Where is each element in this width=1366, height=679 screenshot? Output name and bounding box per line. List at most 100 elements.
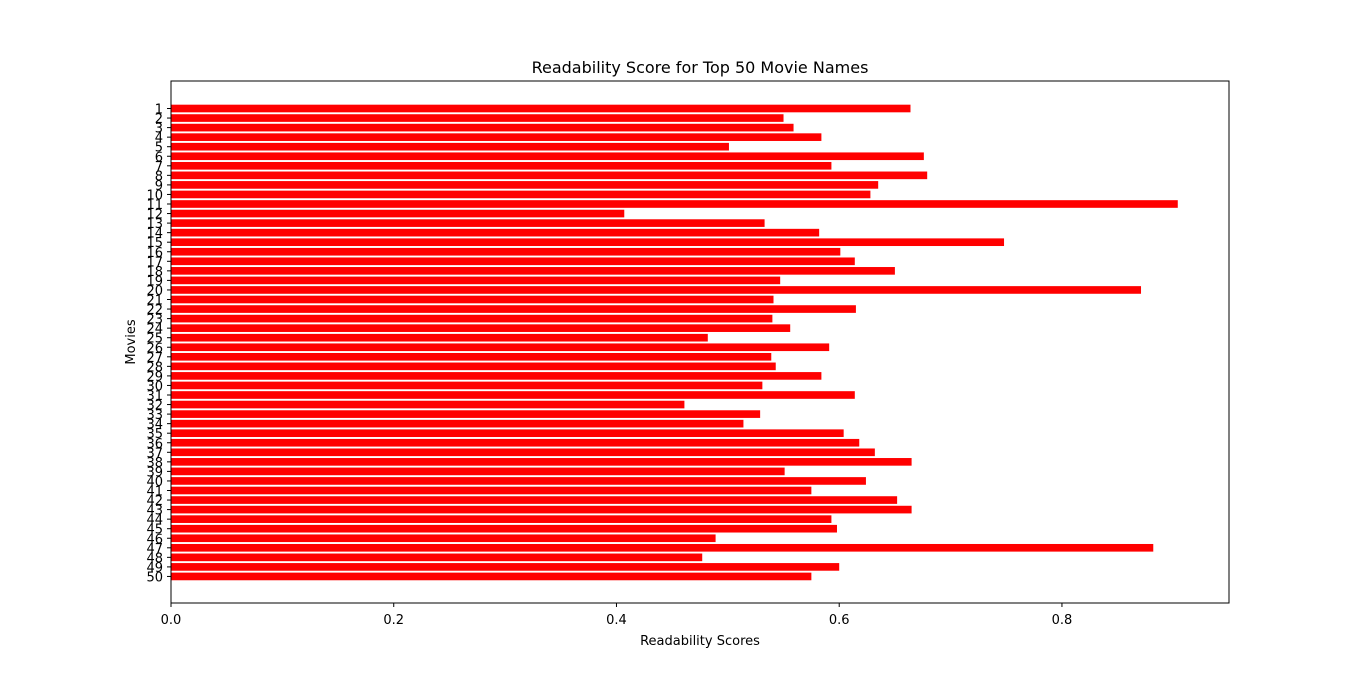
chart-title: Readability Score for Top 50 Movie Names xyxy=(532,58,869,77)
y-tick-label: 10 xyxy=(146,188,163,203)
bar-38 xyxy=(171,458,912,466)
y-tick-label: 1 xyxy=(155,103,163,118)
y-tick-label: 15 xyxy=(146,236,163,251)
bar-28 xyxy=(171,362,776,371)
x-tick-label: 0.4 xyxy=(606,613,627,628)
x-axis-label: Readability Scores xyxy=(640,634,760,649)
y-tick-label: 45 xyxy=(146,523,163,538)
y-tick-label: 36 xyxy=(146,437,163,452)
bar-33 xyxy=(171,410,761,418)
x-axis-ticks: 0.0 0.2 0.4 0.6 0.8 xyxy=(161,603,1073,628)
bar-4 xyxy=(171,133,822,141)
bar-39 xyxy=(171,467,785,476)
bar-46 xyxy=(171,534,716,543)
y-tick-label: 4 xyxy=(155,131,163,146)
x-tick-label: 0.0 xyxy=(161,613,182,628)
y-tick-label: 25 xyxy=(146,332,163,347)
bar-45 xyxy=(171,524,837,533)
bar-44 xyxy=(171,515,832,523)
y-tick-label: 47 xyxy=(146,542,163,557)
y-tick-label: 39 xyxy=(146,465,163,480)
y-tick-label: 8 xyxy=(155,169,163,184)
bar-21 xyxy=(171,295,774,304)
bar-23 xyxy=(171,314,773,323)
y-tick-label: 49 xyxy=(146,561,163,576)
y-tick-label: 48 xyxy=(146,551,163,566)
y-tick-label: 3 xyxy=(155,122,163,137)
y-tick-label: 32 xyxy=(146,399,163,414)
bar-26 xyxy=(171,343,830,352)
bar-10 xyxy=(171,190,871,199)
y-axis-ticks: 1234567891011121314151617181920212223242… xyxy=(146,103,171,585)
y-tick-label: 28 xyxy=(146,360,163,375)
bar-35 xyxy=(171,429,844,438)
y-tick-label: 22 xyxy=(146,303,163,318)
y-tick-label: 9 xyxy=(155,179,163,194)
bar-17 xyxy=(171,257,855,266)
bar-19 xyxy=(171,276,781,285)
y-tick-label: 20 xyxy=(146,284,163,299)
y-tick-label: 30 xyxy=(146,379,163,394)
y-tick-label: 44 xyxy=(146,513,163,528)
y-tick-label: 19 xyxy=(146,274,163,289)
y-tick-label: 42 xyxy=(146,494,163,509)
bar-8 xyxy=(171,171,928,180)
y-tick-label: 31 xyxy=(146,389,163,404)
bar-16 xyxy=(171,247,841,256)
bar-15 xyxy=(171,238,1005,247)
bar-12 xyxy=(171,209,625,218)
y-tick-label: 27 xyxy=(146,351,163,366)
bar-37 xyxy=(171,448,875,457)
y-tick-label: 14 xyxy=(146,227,163,242)
y-tick-label: 6 xyxy=(155,150,163,165)
y-tick-label: 2 xyxy=(155,112,163,127)
y-tick-label: 11 xyxy=(146,198,163,213)
bar-22 xyxy=(171,305,856,313)
x-tick-label: 0.2 xyxy=(383,613,404,628)
bar-20 xyxy=(171,286,1142,294)
y-tick-label: 13 xyxy=(146,217,163,232)
y-tick-label: 38 xyxy=(146,456,163,471)
bar-30 xyxy=(171,381,763,390)
bar-48 xyxy=(171,553,703,562)
bar-11 xyxy=(171,200,1178,208)
x-tick-label: 0.6 xyxy=(829,613,850,628)
bar-3 xyxy=(171,123,794,132)
bar-1 xyxy=(171,104,911,113)
y-tick-label: 5 xyxy=(155,141,163,156)
y-tick-label: 43 xyxy=(146,504,163,519)
bar-42 xyxy=(171,496,898,504)
y-tick-label: 40 xyxy=(146,475,163,490)
y-tick-label: 37 xyxy=(146,446,163,461)
bar-29 xyxy=(171,372,822,380)
bar-18 xyxy=(171,267,895,275)
bar-24 xyxy=(171,324,791,332)
y-tick-label: 33 xyxy=(146,408,163,423)
bar-27 xyxy=(171,352,772,361)
bar-5 xyxy=(171,142,729,151)
bar-43 xyxy=(171,505,912,514)
bar-32 xyxy=(171,400,685,409)
y-tick-label: 18 xyxy=(146,265,163,280)
y-tick-label: 34 xyxy=(146,418,163,433)
y-axis-label: Movies xyxy=(124,319,139,364)
bar-2 xyxy=(171,114,784,122)
y-tick-label: 16 xyxy=(146,246,163,261)
bar-50 xyxy=(171,572,812,581)
y-tick-label: 50 xyxy=(146,570,163,585)
bar-47 xyxy=(171,543,1154,552)
y-tick-label: 12 xyxy=(146,208,163,223)
bar-6 xyxy=(171,152,924,161)
y-tick-label: 24 xyxy=(146,322,163,337)
bar-36 xyxy=(171,438,860,447)
bar-13 xyxy=(171,219,765,227)
bar-25 xyxy=(171,333,708,342)
y-tick-label: 7 xyxy=(155,160,163,175)
bar-40 xyxy=(171,477,866,485)
bar-7 xyxy=(171,161,832,170)
bar-31 xyxy=(171,391,855,399)
y-tick-label: 21 xyxy=(146,294,163,309)
x-tick-label: 0.8 xyxy=(1052,613,1073,628)
